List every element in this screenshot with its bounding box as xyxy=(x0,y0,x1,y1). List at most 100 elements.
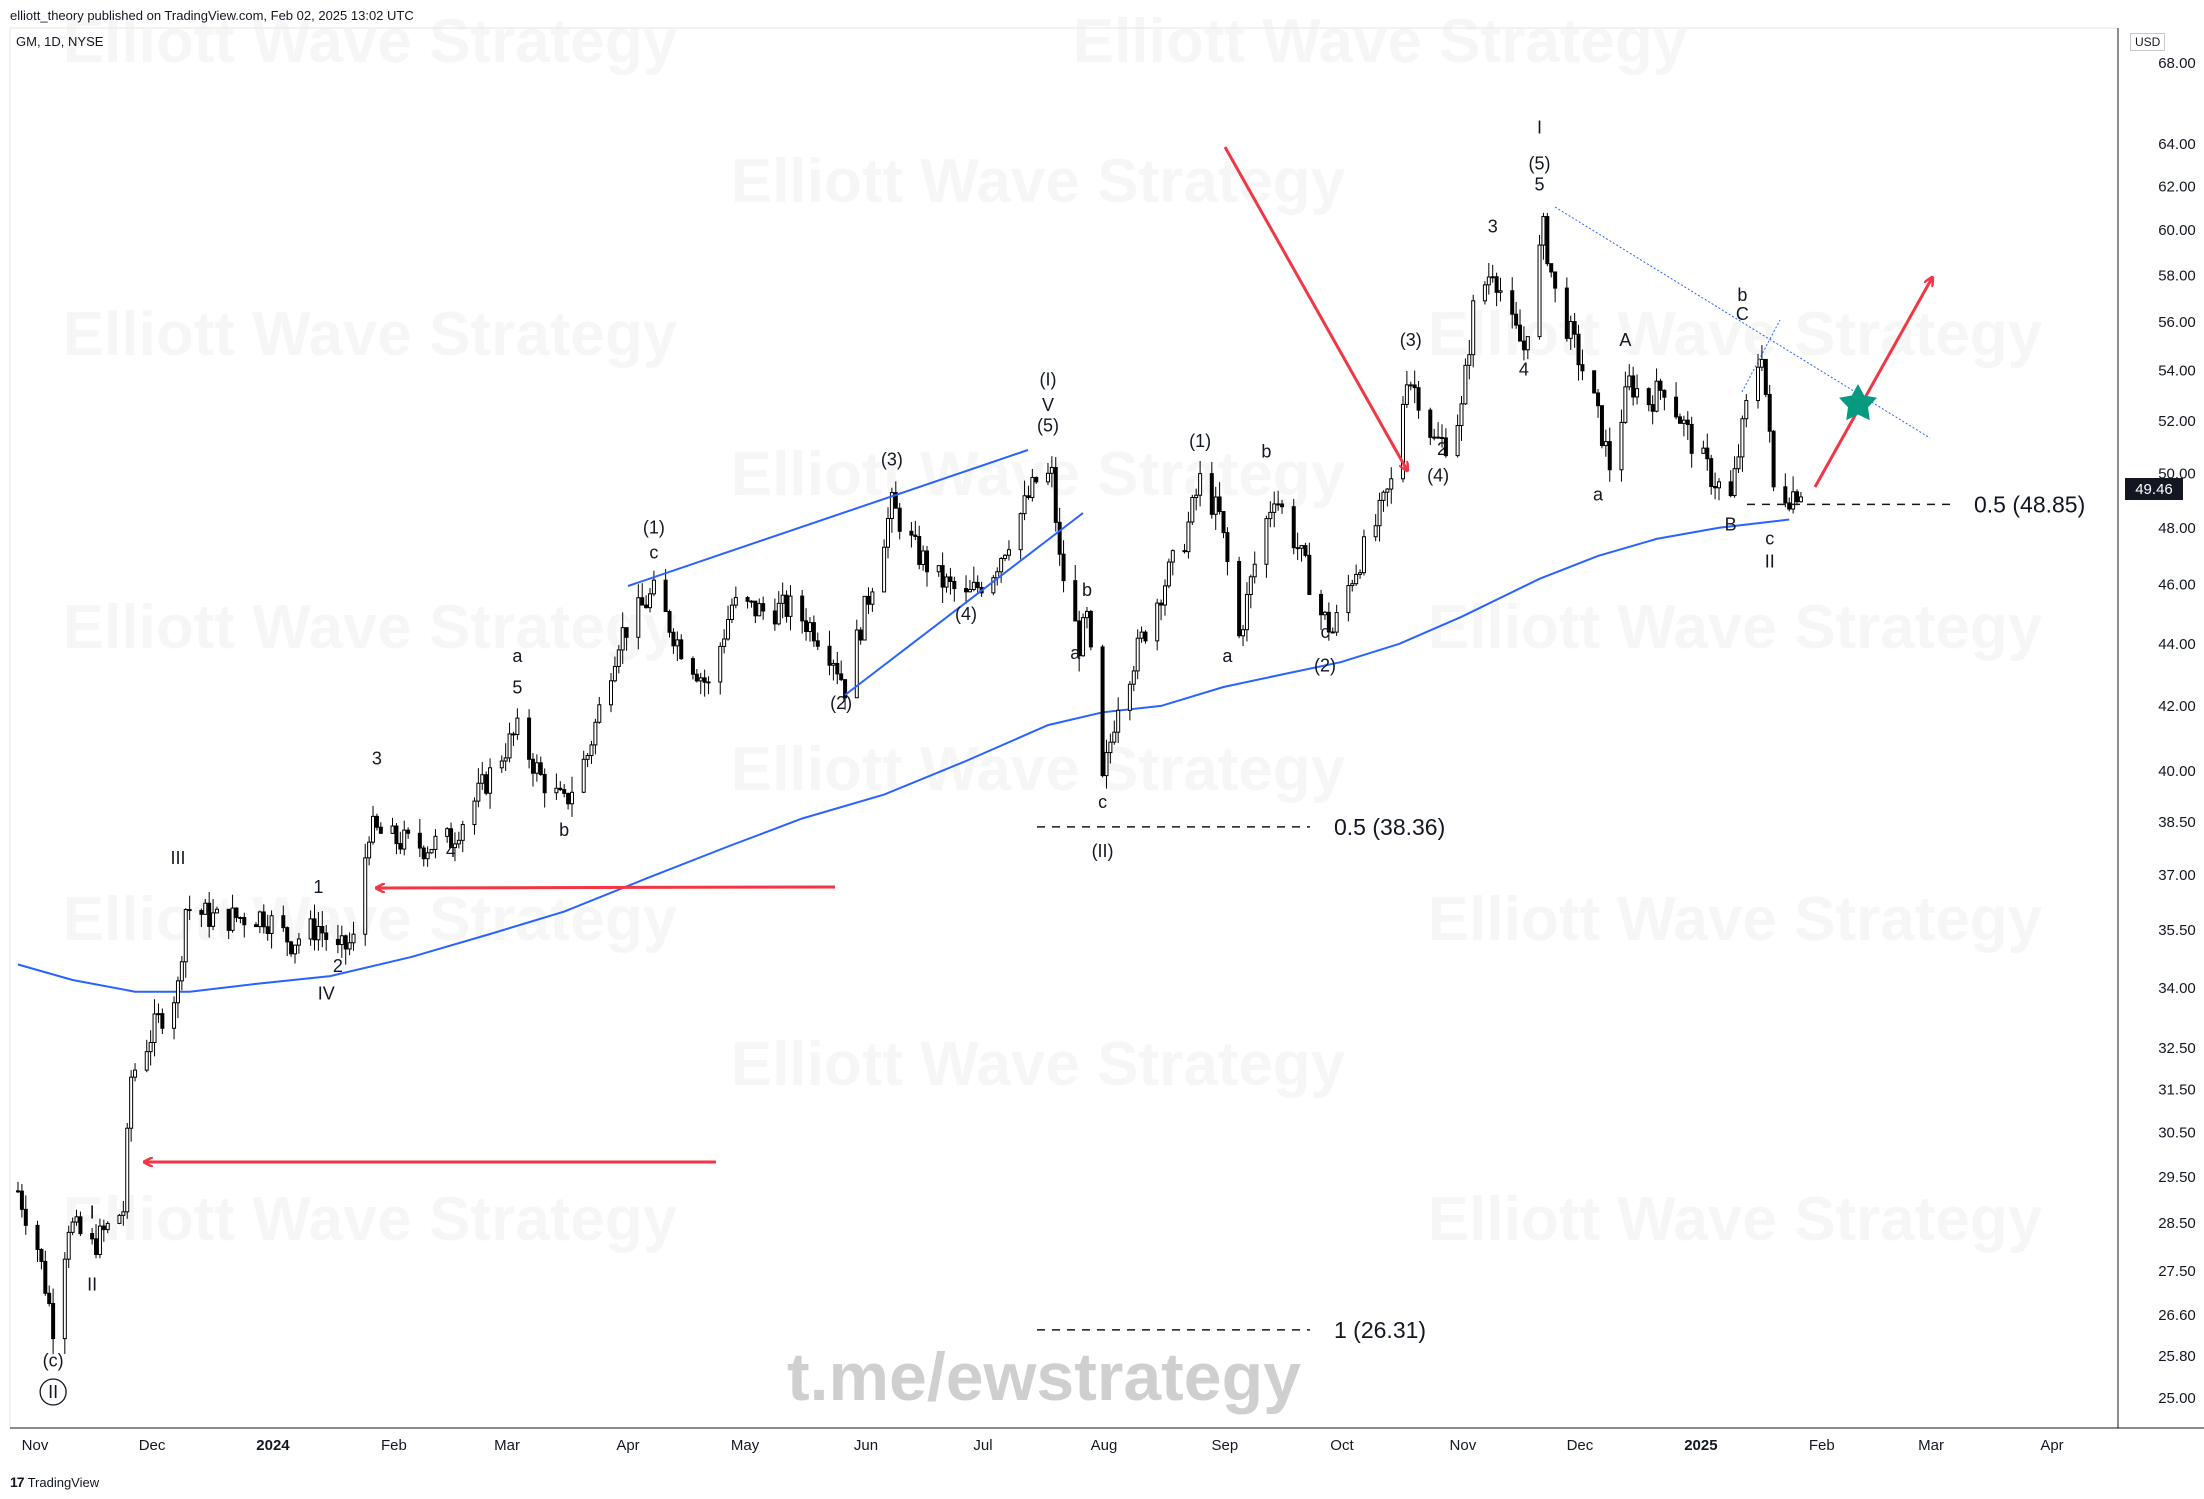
wave-label: C xyxy=(1736,304,1749,324)
candle xyxy=(1783,473,1788,508)
candle xyxy=(1510,277,1515,329)
candle xyxy=(480,761,485,790)
candle xyxy=(1498,277,1503,302)
candle xyxy=(62,1252,67,1354)
currency-label[interactable]: USD xyxy=(2130,33,2166,51)
candle xyxy=(1525,336,1530,360)
candle xyxy=(948,568,953,595)
candle xyxy=(1549,263,1554,278)
candle xyxy=(261,904,266,934)
tradingview-logo[interactable]: 17 TradingView xyxy=(10,1474,99,1490)
candle xyxy=(503,743,508,771)
wave-label: (I) xyxy=(1039,370,1056,390)
candle xyxy=(936,565,941,577)
candle xyxy=(921,545,926,571)
candle xyxy=(1088,609,1093,651)
candle xyxy=(1787,497,1792,512)
candle xyxy=(706,676,711,695)
wave-label: c xyxy=(1098,792,1107,812)
price-axis[interactable]: 68.00 64.00 62.00 60.00 58.00 56.00 54.00 52.00… xyxy=(2158,55,2196,1407)
candle xyxy=(230,894,235,933)
candle xyxy=(1299,545,1304,562)
candle xyxy=(39,1248,44,1270)
candle xyxy=(398,831,403,854)
candle xyxy=(1767,384,1772,443)
candle xyxy=(507,722,512,763)
candle xyxy=(1237,556,1242,639)
time-tick-label: Dec xyxy=(139,1437,166,1454)
candle xyxy=(679,634,684,660)
candle xyxy=(1759,345,1764,372)
candle xyxy=(831,659,836,681)
time-axis[interactable]: Nov Dec 2024 Feb Mar Apr May Jun Jul Aug Sep Oct Nov… xyxy=(22,1437,2064,1454)
candle xyxy=(971,566,976,592)
trendline-dotted xyxy=(1554,206,1931,439)
candle xyxy=(1486,263,1491,295)
candle xyxy=(129,1070,134,1142)
candle xyxy=(1650,395,1655,425)
candle xyxy=(1108,733,1113,764)
published-caption: elliott_theory published on TradingView.… xyxy=(10,8,414,23)
candle xyxy=(242,912,247,938)
svg-text:1: 1 xyxy=(313,877,323,897)
candle xyxy=(886,507,891,559)
candle xyxy=(148,1030,153,1066)
candle xyxy=(1030,468,1035,502)
candle xyxy=(133,1063,138,1082)
candle xyxy=(698,672,703,695)
candle xyxy=(1740,415,1745,472)
candle xyxy=(620,612,625,665)
candle xyxy=(585,753,590,768)
candle xyxy=(1346,574,1351,622)
candle xyxy=(1771,430,1776,492)
svg-text:(3): (3) xyxy=(881,449,903,469)
candle xyxy=(882,539,887,593)
candle xyxy=(1326,602,1331,641)
candle xyxy=(1330,627,1335,634)
candle xyxy=(1432,428,1437,441)
candle xyxy=(1057,507,1062,566)
svg-text:II: II xyxy=(87,1274,97,1294)
price-tick-label: 25.00 xyxy=(2158,1390,2196,1407)
candle xyxy=(1408,381,1413,391)
candle xyxy=(160,1008,165,1034)
svg-text:(1): (1) xyxy=(1189,431,1211,451)
candle xyxy=(374,813,379,831)
svg-text:III: III xyxy=(170,848,185,868)
candle xyxy=(211,899,216,931)
candle xyxy=(156,1003,161,1023)
candle xyxy=(1381,490,1386,512)
candle xyxy=(285,926,290,957)
price-tick-label: 42.00 xyxy=(2158,698,2196,715)
candle xyxy=(1677,413,1682,424)
candle xyxy=(776,591,781,626)
candle xyxy=(238,916,243,924)
candle xyxy=(839,660,844,682)
watermark-text: Elliott Wave Strategy xyxy=(1428,885,2043,954)
time-tick-label: 2025 xyxy=(1684,1437,1717,1454)
candle xyxy=(1377,492,1382,542)
fib-level-label: 0.5 (48.85) xyxy=(1974,491,2085,517)
symbol-legend[interactable]: GM, 1D, NYSE xyxy=(16,34,104,49)
wave-label: c xyxy=(649,543,658,563)
watermark-text: Elliott Wave Strategy xyxy=(731,1030,1346,1099)
candle xyxy=(538,756,543,776)
candle xyxy=(1135,629,1140,680)
svg-text:5: 5 xyxy=(512,677,522,697)
candle xyxy=(1646,387,1651,412)
candle xyxy=(1198,460,1203,507)
wave-label: II xyxy=(87,1274,97,1294)
candle xyxy=(1241,624,1246,647)
watermark-text: Elliott Wave Strategy xyxy=(63,885,678,954)
candle xyxy=(1276,490,1281,511)
svg-text:(c): (c) xyxy=(43,1350,64,1370)
moving-average-line xyxy=(17,518,1790,993)
candle xyxy=(569,776,574,817)
candle xyxy=(609,672,614,713)
fib-level-label: 0.5 (38.36) xyxy=(1334,814,1445,840)
price-tick-label: 52.00 xyxy=(2158,413,2196,430)
candle xyxy=(476,768,481,808)
candle xyxy=(749,600,754,608)
candle xyxy=(378,822,383,834)
